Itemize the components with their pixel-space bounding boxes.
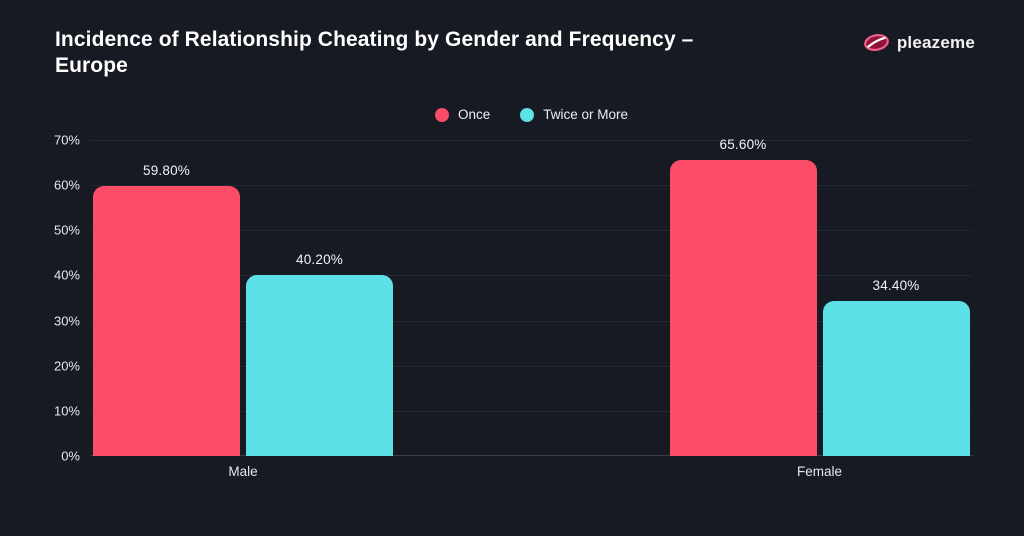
gridline-60 [90, 185, 973, 187]
gridline-70 [90, 140, 973, 141]
value-label-female-twice-or-more: 34.40% [872, 278, 920, 293]
bar-male-twice-or-more[interactable] [246, 275, 393, 456]
lips-icon [863, 32, 890, 53]
gridline-30 [90, 320, 973, 322]
bar-male-once[interactable] [93, 186, 240, 456]
y-tick-label-60: 60% [53, 177, 80, 193]
y-tick-label-20: 20% [53, 358, 80, 374]
gridline-10 [90, 410, 973, 412]
legend-item-once[interactable]: Once [434, 107, 491, 122]
plot-area: 0% 10% 20% 30% 40% 50% 60% 70% 59.80% 40.20% Male 6… [54, 133, 973, 479]
legend-label-once: Once [457, 107, 491, 122]
y-tick-label-0: 0% [61, 448, 80, 464]
legend-item-twice-or-more[interactable]: Twice or More [520, 107, 628, 122]
legend-label-twice-or-more: Twice or More [543, 107, 629, 122]
y-tick-label-50: 50% [53, 222, 80, 238]
x-tick-label-male: Male [228, 464, 258, 479]
brand-logo: pleazeme [863, 32, 975, 53]
y-tick-label-30: 30% [53, 313, 80, 329]
value-label-female-once: 65.60% [719, 137, 767, 152]
legend: Once Twice or More [90, 107, 973, 122]
legend-dot-once [434, 107, 449, 122]
gridline-50 [90, 230, 973, 232]
bar-female-once[interactable] [669, 160, 817, 456]
x-tick-label-female: Female [796, 464, 842, 479]
brand-name: pleazeme [896, 32, 975, 52]
legend-dot-twice-or-more [520, 107, 535, 122]
chart-title: Incidence of Relationship Cheating by Ge… [55, 28, 694, 77]
gridline-20 [90, 365, 973, 367]
x-axis-line [90, 455, 973, 456]
y-tick-label-40: 40% [53, 267, 80, 283]
value-label-male-twice-or-more: 40.20% [296, 252, 343, 267]
value-label-male-once: 59.80% [143, 163, 190, 178]
y-tick-label-10: 10% [53, 403, 80, 419]
y-tick-label-70: 70% [53, 132, 80, 148]
gridline-40 [90, 275, 973, 277]
bar-female-twice-or-more[interactable] [822, 301, 970, 456]
